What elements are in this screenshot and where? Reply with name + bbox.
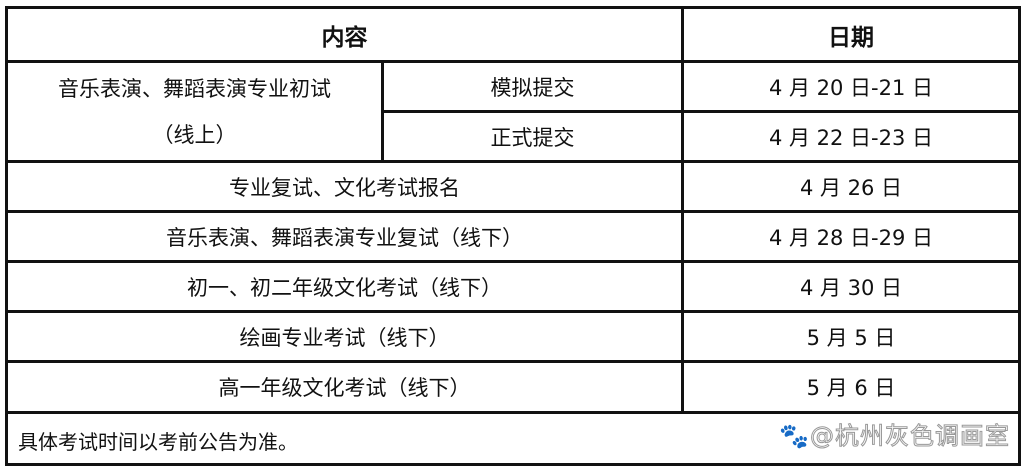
cell-date: 4 月 30 日 [799,275,903,300]
footnote: 具体考试时间以考前公告为准。 [18,429,298,454]
content-line2: （线上） [152,122,237,147]
cell-content-initial: 音乐表演、舞蹈表演专业初试 （线上） [8,63,381,160]
cell-content: 初一、初二年级文化考试（线下） [187,275,502,300]
cell-content: 音乐表演、舞蹈表演专业复试（线下） [166,225,523,250]
watermark: 🐾@杭州灰色调画室 [779,422,1010,451]
cell-date: 5 月 5 日 [806,325,896,350]
cell-date: 4 月 22 日-23 日 [768,125,934,150]
cell-date: 4 月 26 日 [799,175,903,200]
cell-content: 绘画专业考试（线下） [239,325,450,350]
cell-content: 专业复试、文化考试报名 [229,175,460,200]
baidu-paw-icon: 🐾 [779,422,810,451]
cell-date: 4 月 20 日-21 日 [768,75,934,100]
schedule-table: 内容 日期 音乐表演、舞蹈表演专业初试 （线上） 模拟提交 4 月 20 日-2… [5,6,1021,466]
cell-content: 高一年级文化考试（线下） [218,376,471,400]
cell-date: 4 月 28 日-29 日 [768,225,934,250]
cell-date: 5 月 6 日 [806,376,896,400]
header-date: 日期 [828,24,874,51]
content-line1: 音乐表演、舞蹈表演专业初试 [58,76,331,101]
cell-sub-mock: 模拟提交 [490,75,575,100]
header-content: 内容 [321,24,368,51]
cell-sub-formal: 正式提交 [490,125,575,150]
